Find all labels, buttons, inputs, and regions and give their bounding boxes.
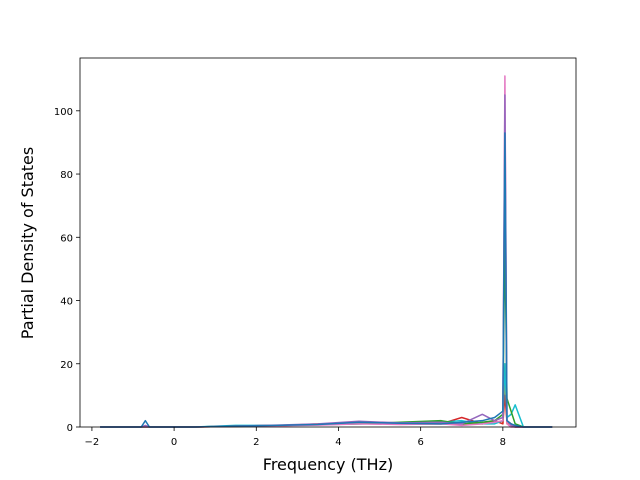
x-tick-label: 2 xyxy=(253,437,259,448)
pdos-line xyxy=(100,363,553,428)
x-tick-label: 8 xyxy=(500,437,506,448)
y-tick-label: 80 xyxy=(60,170,73,181)
pdos-line xyxy=(100,94,553,428)
x-tick-label: 0 xyxy=(171,437,177,448)
y-tick-label: 0 xyxy=(67,423,73,434)
plot-frame xyxy=(79,57,577,428)
y-axis-label: Partial Density of States xyxy=(18,147,37,339)
x-tick-label: 6 xyxy=(417,437,423,448)
pdos-line xyxy=(100,236,553,428)
y-tick-label: 60 xyxy=(60,233,73,244)
y-tick-label: 100 xyxy=(54,107,73,118)
pdos-line xyxy=(100,75,553,428)
x-tick-label: 4 xyxy=(335,437,341,448)
pdos-line xyxy=(100,132,553,428)
x-axis-label: Frequency (THz) xyxy=(263,455,393,474)
x-tick-label: −2 xyxy=(85,437,100,448)
y-tick-label: 40 xyxy=(60,297,73,308)
y-tick-label: 20 xyxy=(60,360,73,371)
